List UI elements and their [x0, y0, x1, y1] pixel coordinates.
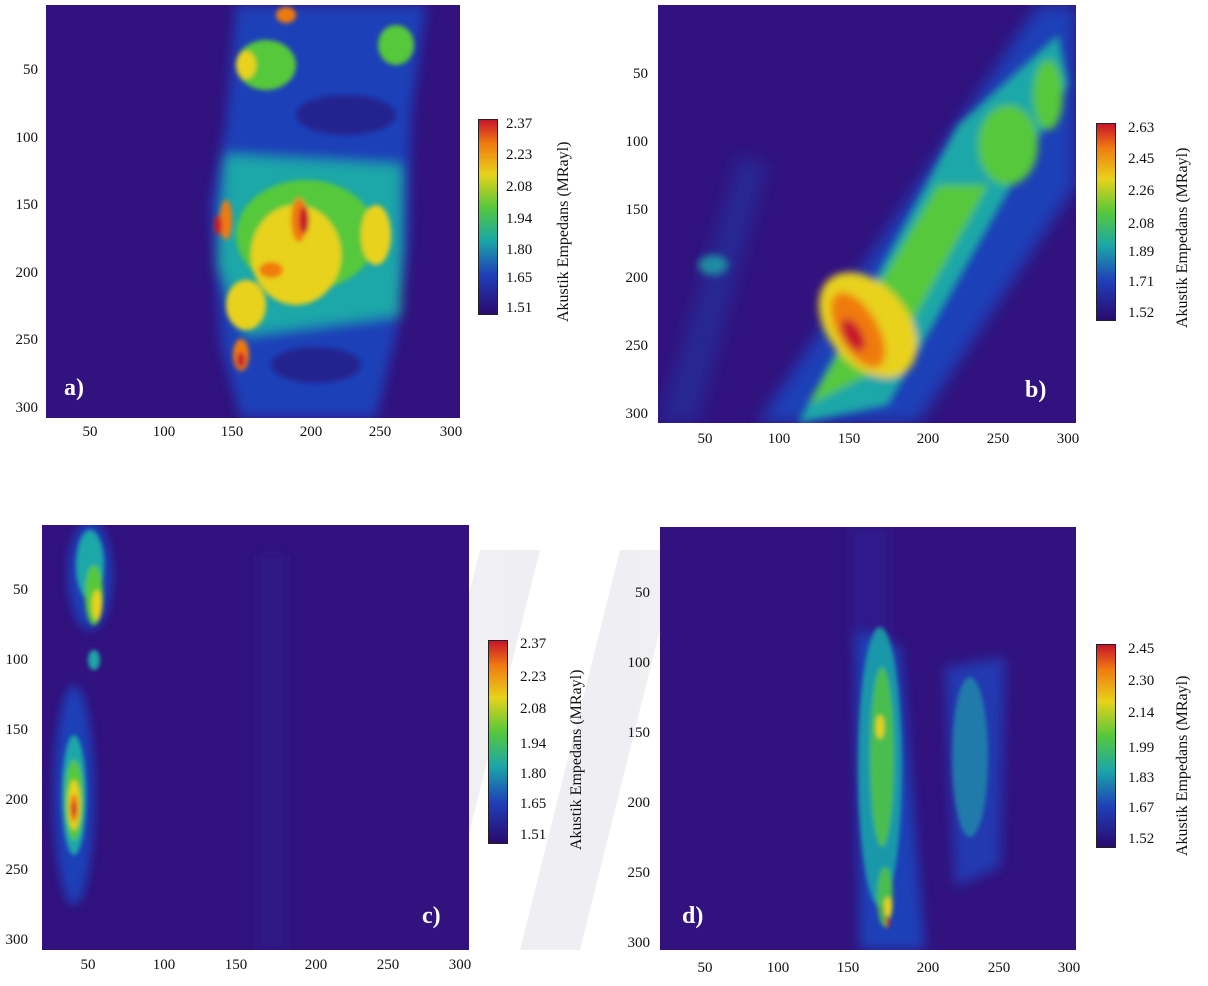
y-tick: 200 — [15, 265, 39, 281]
y-tick: 250 — [627, 865, 651, 881]
y-tick: 200 — [5, 792, 29, 808]
colorbar-tick: 1.80 — [506, 242, 533, 258]
heatmap-a: a) — [46, 5, 460, 418]
x-tick: 50 — [82, 424, 98, 440]
y-tick: 250 — [15, 332, 39, 348]
x-tick: 250 — [368, 424, 392, 440]
colorbar-tick: 2.08 — [1128, 216, 1155, 232]
colorbar-tick: 2.08 — [520, 701, 547, 717]
colorbar-label: Akustik Empedans (MRayl) — [1174, 675, 1191, 856]
y-tick: 50 — [23, 62, 38, 78]
colorbar-tick: 1.71 — [1128, 274, 1155, 290]
x-tick: 150 — [837, 431, 861, 447]
colorbar-tick: 1.51 — [506, 300, 533, 316]
y-tick: 300 — [5, 932, 29, 948]
x-tick: 150 — [836, 960, 860, 976]
colorbar-c — [488, 640, 508, 844]
colorbar-tick: 1.80 — [520, 766, 547, 782]
y-tick: 100 — [5, 652, 29, 668]
y-tick: 150 — [627, 725, 651, 741]
colorbar-tick: 1.94 — [506, 211, 533, 227]
y-tick: 50 — [13, 582, 28, 598]
colorbar-tick: 2.45 — [1128, 151, 1155, 167]
y-tick: 200 — [627, 795, 651, 811]
y-tick: 50 — [635, 585, 650, 601]
colorbar-tick: 2.37 — [506, 116, 533, 132]
y-tick: 300 — [15, 400, 39, 416]
heatmap-c: c) — [42, 525, 469, 950]
x-tick: 200 — [304, 957, 328, 973]
x-tick: 100 — [152, 424, 176, 440]
colorbar-tick: 1.83 — [1128, 770, 1155, 786]
colorbar-tick: 1.52 — [1128, 831, 1155, 847]
x-tick: 250 — [986, 431, 1010, 447]
x-tick: 150 — [224, 957, 248, 973]
x-tick: 250 — [376, 957, 400, 973]
y-tick: 300 — [625, 406, 649, 422]
colorbar-tick: 2.30 — [1128, 673, 1155, 689]
colorbar-label: Akustik Empedans (MRayl) — [555, 141, 572, 322]
colorbar-tick: 1.51 — [520, 827, 547, 843]
colorbar-a — [478, 119, 498, 315]
colorbar-b — [1096, 123, 1116, 321]
colorbar-tick: 2.63 — [1128, 120, 1155, 136]
y-tick: 300 — [627, 935, 651, 951]
colorbar-tick: 1.65 — [520, 796, 547, 812]
colorbar-tick: 2.14 — [1128, 705, 1155, 721]
x-tick: 100 — [767, 431, 791, 447]
x-tick: 150 — [220, 424, 244, 440]
y-tick: 100 — [15, 130, 39, 146]
colorbar-tick: 2.08 — [506, 179, 533, 195]
x-tick: 250 — [987, 960, 1011, 976]
x-tick: 50 — [80, 957, 96, 973]
panel-label-a: a) — [64, 375, 84, 401]
colorbar-tick: 1.52 — [1128, 305, 1155, 321]
panel-label-b: b) — [1025, 377, 1047, 403]
colorbar-label: Akustik Empedans (MRayl) — [1174, 147, 1191, 328]
x-tick: 50 — [697, 960, 713, 976]
colorbar-tick: 1.65 — [506, 270, 533, 286]
x-tick: 300 — [439, 424, 463, 440]
colorbar-tick: 1.67 — [1128, 800, 1155, 816]
y-tick: 100 — [627, 655, 651, 671]
x-tick: 100 — [152, 957, 176, 973]
colorbar-tick: 2.26 — [1128, 183, 1155, 199]
colorbar-tick: 1.94 — [520, 736, 547, 752]
heatmap-d: d) — [660, 527, 1076, 950]
y-tick: 150 — [5, 722, 29, 738]
colorbar-tick: 1.89 — [1128, 244, 1155, 260]
y-tick: 250 — [5, 862, 29, 878]
x-tick: 200 — [916, 960, 940, 976]
x-tick: 300 — [1057, 960, 1081, 976]
colorbar-label: Akustik Empedans (MRayl) — [568, 669, 585, 850]
x-tick: 300 — [448, 957, 472, 973]
y-tick: 50 — [633, 66, 648, 82]
colorbar-d — [1096, 644, 1116, 848]
colorbar-tick: 2.23 — [520, 669, 547, 685]
panel-label-c: c) — [422, 903, 441, 929]
y-tick: 150 — [625, 202, 649, 218]
y-tick: 100 — [625, 134, 649, 150]
x-tick: 300 — [1056, 431, 1080, 447]
colorbar-tick: 2.37 — [520, 636, 547, 652]
x-tick: 200 — [916, 431, 940, 447]
y-tick: 150 — [15, 197, 39, 213]
x-tick: 200 — [299, 424, 323, 440]
x-tick: 100 — [766, 960, 790, 976]
y-tick: 250 — [625, 338, 649, 354]
x-tick: 50 — [697, 431, 713, 447]
heatmap-b: b) — [658, 5, 1076, 423]
colorbar-tick: 2.45 — [1128, 641, 1155, 657]
colorbar-tick: 2.23 — [506, 147, 533, 163]
colorbar-tick: 1.99 — [1128, 740, 1155, 756]
panel-label-d: d) — [682, 903, 704, 929]
y-tick: 200 — [625, 270, 649, 286]
